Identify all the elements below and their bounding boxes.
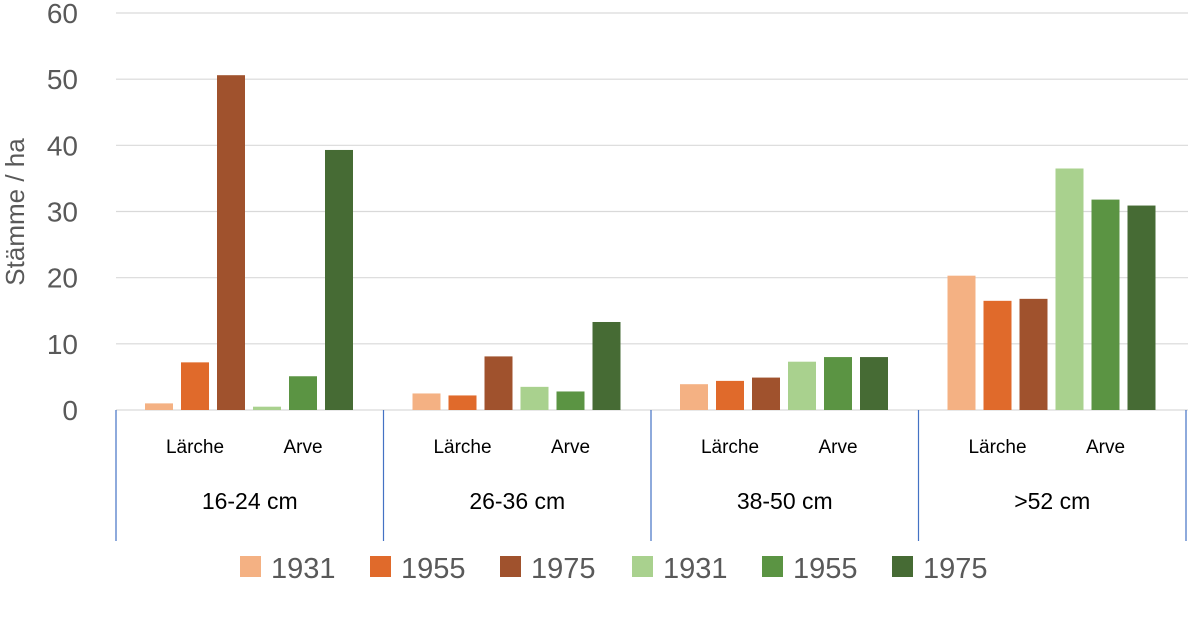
category-axis: Lärche Arve 16-24 cm Lärche Arve 26-36 cm Lärc… [115, 410, 1187, 541]
bar-3-0 [947, 275, 976, 410]
legend-swatch [500, 556, 521, 577]
legend-swatch [892, 556, 913, 577]
bar-1-5 [592, 321, 621, 410]
y-tick-label: 40 [47, 130, 78, 161]
legend-swatch [762, 556, 783, 577]
species-label: Arve [818, 437, 857, 458]
bar-2-0 [680, 384, 708, 410]
bar-3-1 [983, 300, 1012, 410]
bar-0-0 [145, 403, 173, 410]
bar-3-2 [1019, 298, 1048, 410]
bar-3-3 [1055, 168, 1084, 410]
gridlines [116, 12, 1188, 411]
bar-2-3 [788, 361, 816, 410]
bar-3-4 [1091, 199, 1120, 410]
species-label: Arve [551, 437, 590, 458]
species-label: Lärche [166, 437, 224, 458]
bar-1-1 [448, 395, 477, 410]
legend-label: 1975 [923, 553, 988, 585]
y-axis-title: Stämme / ha [0, 138, 30, 286]
bar-2-4 [824, 357, 852, 410]
species-label: Arve [1086, 437, 1125, 458]
y-tick-label: 10 [47, 329, 78, 360]
y-tick-label: 60 [47, 0, 78, 29]
size-class-label: 38-50 cm [737, 488, 833, 514]
bar-1-4 [556, 391, 585, 410]
y-tick-label: 30 [47, 197, 78, 228]
legend-label: 1955 [793, 553, 858, 585]
bar-3-5 [1127, 205, 1156, 410]
bar-0-5 [325, 149, 353, 410]
size-class-label: >52 cm [1014, 488, 1090, 514]
bar-2-5 [860, 357, 888, 410]
bar-1-3 [520, 386, 549, 410]
y-tick-label: 50 [47, 64, 78, 95]
species-label: Arve [283, 437, 322, 458]
bar-1-2 [484, 356, 513, 410]
size-class-label: 26-36 cm [469, 488, 565, 514]
legend-label: 1931 [271, 553, 336, 585]
species-label: Lärche [701, 437, 759, 458]
legend-swatch [632, 556, 653, 577]
legend-label: 1975 [531, 553, 596, 585]
bar-0-4 [289, 376, 317, 410]
legend-swatch [240, 556, 261, 577]
legend-label: 1955 [401, 553, 466, 585]
size-class-label: 16-24 cm [202, 488, 298, 514]
legend-label: 1931 [663, 553, 728, 585]
y-tick-label: 0 [62, 395, 78, 426]
y-tick-label: 20 [47, 263, 78, 294]
legend: 1931 1955 1975 1931 1955 1975 [240, 553, 988, 585]
bar-0-2 [217, 75, 245, 411]
bar-2-2 [752, 377, 780, 410]
bar-2-1 [716, 380, 744, 410]
species-label: Lärche [968, 437, 1026, 458]
bar-1-0 [412, 393, 441, 410]
bar-0-1 [181, 362, 209, 410]
bars [145, 75, 1156, 411]
y-axis-ticks: 0 10 20 30 40 50 60 [47, 0, 78, 426]
species-label: Lärche [433, 437, 491, 458]
legend-swatch [370, 556, 391, 577]
bar-0-3 [253, 406, 281, 410]
